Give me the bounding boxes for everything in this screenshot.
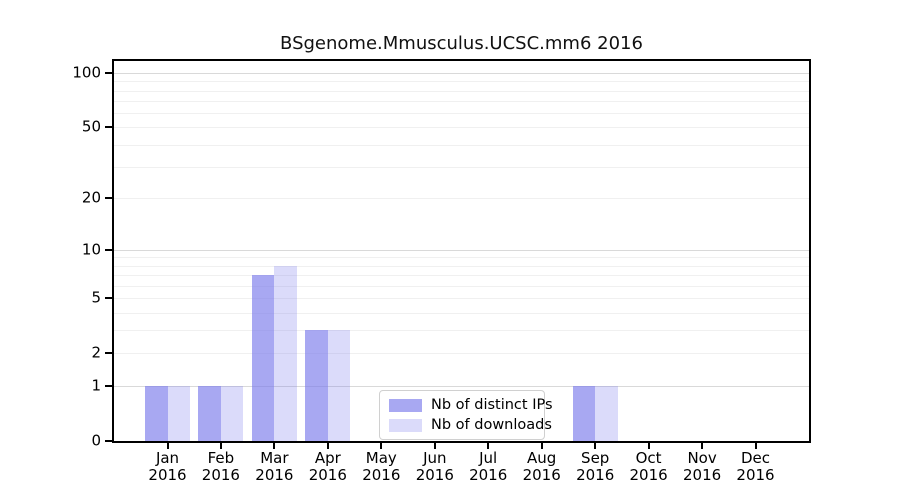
bar-ips-jan [145, 385, 168, 441]
y-gridline-minor [114, 167, 809, 169]
x-tick-label: Dec 2016 [736, 449, 775, 485]
x-tick-mark [219, 443, 222, 449]
legend-label-distinct-ips: Nb of distinct IPs [431, 397, 553, 413]
plot-inner [114, 61, 809, 441]
bar-downloads-jan [167, 385, 190, 441]
y-tick-label: 50 [81, 117, 101, 136]
y-gridline-minor [114, 101, 809, 102]
y-gridline-minor [114, 144, 809, 146]
y-gridline-minor [114, 265, 809, 267]
y-tick-mark [105, 248, 112, 251]
bar-downloads-feb [220, 385, 244, 441]
x-tick-label: Jul 2016 [469, 449, 508, 485]
bar-downloads-mar [274, 265, 297, 441]
x-tick-label: Sep 2016 [576, 449, 615, 485]
y-tick-mark [105, 352, 112, 355]
y-gridline-minor [114, 275, 809, 277]
y-tick-label: 20 [81, 188, 101, 207]
y-tick-mark [105, 71, 112, 74]
y-gridline-minor [114, 285, 809, 287]
y-gridline-minor [114, 198, 809, 200]
chart-title: BSgenome.Mmusculus.UCSC.mm6 2016 [280, 33, 643, 54]
y-tick-label: 1 [91, 376, 101, 395]
bar-ips-feb [198, 385, 221, 441]
legend-swatch-distinct-ips [389, 398, 422, 412]
x-tick-mark [754, 443, 757, 449]
x-tick-mark [701, 443, 704, 449]
y-gridline-major [114, 72, 809, 74]
legend: Nb of distinct IPs Nb of downloads [379, 390, 553, 440]
x-tick-mark [326, 443, 329, 449]
x-tick-mark [166, 443, 169, 449]
y-tick-mark [105, 126, 112, 129]
y-gridline-minor [114, 257, 809, 259]
y-tick-label: 5 [91, 288, 101, 307]
bar-downloads-apr [327, 330, 351, 441]
legend-label-downloads: Nb of downloads [431, 417, 552, 433]
y-gridline-minor [114, 113, 809, 115]
y-gridline-minor [114, 353, 809, 355]
y-gridline-minor [114, 90, 809, 92]
y-tick-label: 100 [72, 63, 101, 82]
legend-swatch-downloads [389, 418, 422, 432]
x-tick-mark [433, 443, 436, 449]
legend-item-downloads: Nb of downloads [389, 417, 552, 433]
y-tick-mark [105, 197, 112, 200]
x-tick-mark [380, 443, 383, 449]
x-tick-label: Oct 2016 [629, 449, 668, 485]
plot-area [112, 59, 811, 443]
y-tick-label: 10 [81, 240, 101, 259]
y-gridline-minor [114, 312, 809, 314]
x-tick-label: May 2016 [362, 449, 401, 485]
y-tick-label: 2 [91, 343, 101, 362]
x-tick-label: Aug 2016 [522, 449, 561, 485]
x-tick-mark [647, 443, 650, 449]
y-tick-mark [105, 297, 112, 300]
x-tick-label: Jan 2016 [148, 449, 187, 485]
x-tick-label: Mar 2016 [255, 449, 294, 485]
x-tick-mark [540, 443, 543, 449]
y-tick-label: 0 [91, 431, 101, 450]
x-tick-label: Apr 2016 [308, 449, 347, 485]
x-tick-label: Nov 2016 [683, 449, 722, 485]
x-tick-mark [273, 443, 276, 449]
y-tick-mark [105, 384, 112, 387]
y-tick-mark [105, 440, 112, 442]
y-gridline-minor [114, 330, 809, 332]
bar-ips-apr [305, 330, 328, 441]
x-tick-mark [487, 443, 490, 449]
x-tick-label: Feb 2016 [201, 449, 240, 485]
x-tick-label: Jun 2016 [415, 449, 454, 485]
x-tick-mark [594, 443, 597, 449]
bar-ips-mar [251, 275, 275, 441]
bar-downloads-sep [595, 385, 618, 441]
y-gridline-major [114, 249, 809, 251]
legend-item-distinct-ips: Nb of distinct IPs [389, 397, 553, 413]
y-gridline-minor [114, 298, 809, 300]
y-gridline-minor [114, 127, 809, 129]
y-gridline-major [114, 385, 809, 387]
bar-ips-sep [572, 385, 596, 441]
y-gridline-minor [114, 81, 809, 83]
